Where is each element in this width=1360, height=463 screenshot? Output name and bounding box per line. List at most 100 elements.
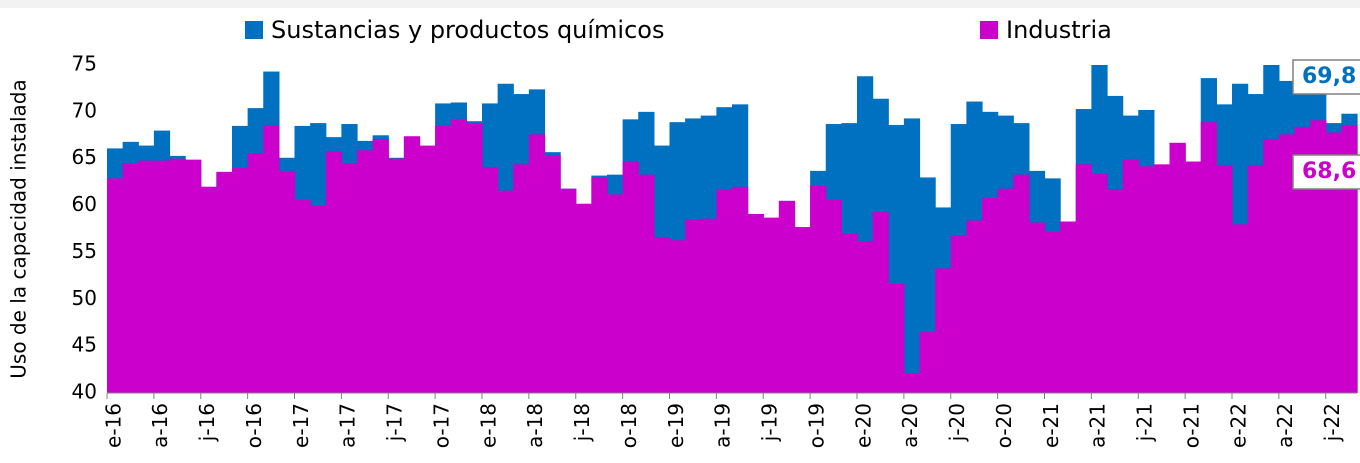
x-tick-label: o-16	[242, 403, 266, 448]
y-axis-label: Uso de la capacidad instalada	[7, 79, 31, 378]
bar	[982, 198, 999, 393]
bar	[1107, 189, 1124, 393]
bar	[1278, 134, 1296, 393]
x-tick-label: j-18	[570, 403, 594, 442]
value-label: 68,6	[1302, 159, 1356, 184]
legend-swatch	[245, 21, 263, 39]
bar	[700, 218, 717, 393]
bar	[247, 153, 264, 393]
bar	[903, 373, 921, 393]
y-tick-label: 75	[72, 52, 97, 76]
y-tick-label: 70	[72, 98, 97, 122]
y-tick-label: 60	[72, 192, 97, 216]
x-tick-label: j-21	[1133, 403, 1157, 442]
title-strip	[0, 0, 1360, 8]
bar	[591, 177, 608, 393]
bar	[278, 170, 296, 393]
bar	[732, 186, 749, 393]
bar	[528, 134, 546, 393]
x-tick-label: e-17	[289, 403, 313, 448]
bar	[763, 217, 780, 393]
bar	[403, 136, 421, 394]
legend-label: Industria	[1006, 16, 1112, 44]
bar	[466, 123, 483, 394]
bar	[935, 268, 952, 393]
bar	[607, 194, 624, 393]
bar	[857, 241, 874, 393]
x-tick-label: j-22	[1320, 403, 1344, 442]
bar	[1325, 132, 1342, 393]
x-tick-label: a-17	[336, 403, 360, 448]
bar	[294, 199, 311, 393]
value-label: 69,8	[1302, 64, 1356, 89]
x-tick-label: e-20	[851, 403, 875, 448]
bar	[560, 188, 577, 393]
bar	[388, 158, 405, 393]
x-tick-label: a-19	[711, 403, 735, 448]
bar	[716, 189, 733, 393]
bar	[497, 190, 514, 393]
x-tick-label: a-20	[898, 403, 922, 448]
bar	[310, 205, 327, 393]
bar	[1013, 174, 1030, 393]
bar	[1122, 159, 1139, 393]
bar	[200, 186, 217, 393]
x-tick-label: o-18	[617, 403, 641, 448]
x-tick-label: o-17	[429, 403, 453, 448]
bar	[669, 240, 686, 393]
x-tick-label: a-18	[523, 403, 547, 448]
bar	[1028, 222, 1046, 393]
bar	[638, 174, 655, 393]
bar	[1060, 221, 1077, 393]
bar	[1091, 173, 1108, 393]
bar	[810, 185, 827, 393]
bar	[825, 199, 842, 393]
bar	[185, 159, 202, 393]
bar	[1138, 166, 1155, 393]
y-tick-label: 65	[72, 145, 97, 169]
bar	[450, 119, 467, 394]
bar	[1247, 165, 1264, 393]
bar	[1200, 122, 1217, 393]
x-tick-label: a-16	[148, 403, 172, 448]
x-tick-label: o-20	[992, 403, 1016, 448]
bar	[138, 160, 155, 393]
bar	[1216, 165, 1233, 393]
x-tick-label: e-18	[476, 403, 500, 448]
y-tick-label: 50	[72, 286, 97, 310]
x-tick-label: e-22	[1226, 403, 1250, 448]
bar	[653, 237, 671, 393]
x-tick-label: j-16	[195, 403, 219, 442]
bar	[263, 125, 280, 394]
bar	[1263, 139, 1280, 393]
bar	[685, 219, 702, 393]
bar	[919, 332, 936, 393]
x-tick-label: e-21	[1039, 403, 1063, 448]
y-tick-label: 55	[72, 239, 97, 263]
bar	[966, 220, 983, 393]
bar	[888, 283, 905, 393]
x-tick-label: j-19	[758, 403, 782, 442]
x-tick-label: a-22	[1273, 403, 1297, 448]
x-tick-label: e-16	[101, 403, 125, 448]
bar	[872, 212, 889, 393]
bar	[950, 235, 967, 393]
bar	[216, 171, 233, 393]
bar	[372, 139, 389, 393]
bar	[575, 203, 592, 393]
bar	[903, 118, 921, 393]
x-tick-label: o-19	[804, 403, 828, 448]
x-tick-label: a-21	[1086, 403, 1110, 448]
bar	[794, 227, 811, 393]
legend-swatch	[980, 21, 998, 39]
bar	[482, 167, 499, 393]
x-tick-label: e-19	[664, 403, 688, 448]
legend-label: Sustancias y productos químicos	[271, 16, 664, 44]
bar	[1169, 142, 1186, 393]
bar	[1341, 124, 1358, 393]
bar	[325, 151, 342, 393]
bar	[435, 125, 452, 394]
bar	[153, 160, 171, 393]
x-tick-label: j-20	[945, 403, 969, 442]
